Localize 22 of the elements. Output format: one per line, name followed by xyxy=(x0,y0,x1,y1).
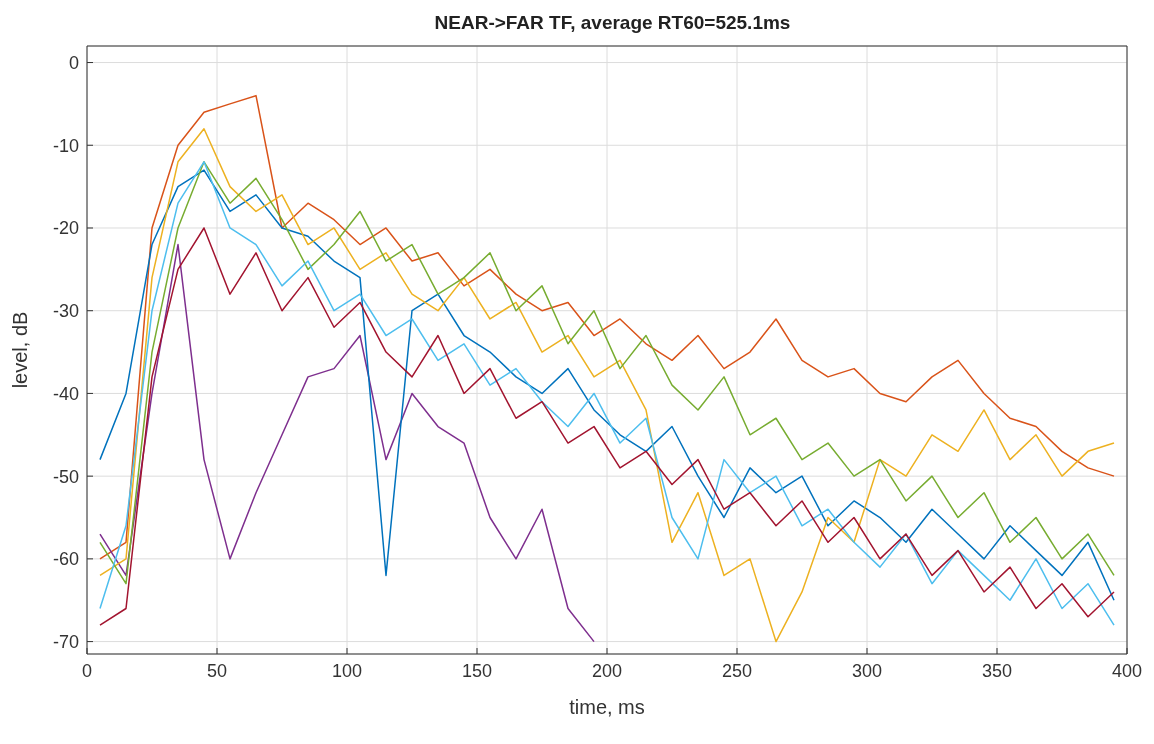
y-tick-label: -70 xyxy=(52,631,79,652)
x-tick-label: 150 xyxy=(461,660,493,681)
x-axis-title: time, ms xyxy=(569,696,645,718)
x-tick-label: 400 xyxy=(1111,660,1143,681)
x-tick-label: 350 xyxy=(981,660,1013,681)
x-tick-label: 300 xyxy=(851,660,883,681)
y-tick-label: -50 xyxy=(52,466,79,487)
y-tick-label: -60 xyxy=(52,549,79,570)
y-tick-label: -40 xyxy=(52,383,79,404)
line-series xyxy=(99,243,595,643)
y-tick-label: -20 xyxy=(52,218,79,239)
chart-title: NEAR->FAR TF, average RT60=525.1ms xyxy=(433,12,792,34)
y-tick-label: 0 xyxy=(68,52,79,73)
x-tick-label: 50 xyxy=(206,660,228,681)
y-tick-label: -10 xyxy=(52,135,79,156)
y-axis-title: level, dB xyxy=(9,311,32,389)
x-tick-label: 250 xyxy=(721,660,753,681)
x-tick-label: 100 xyxy=(331,660,363,681)
x-tick-label: 0 xyxy=(81,660,93,681)
y-tick-label: -30 xyxy=(52,301,79,322)
x-tick-label: 200 xyxy=(591,660,623,681)
line-series xyxy=(99,94,1115,560)
